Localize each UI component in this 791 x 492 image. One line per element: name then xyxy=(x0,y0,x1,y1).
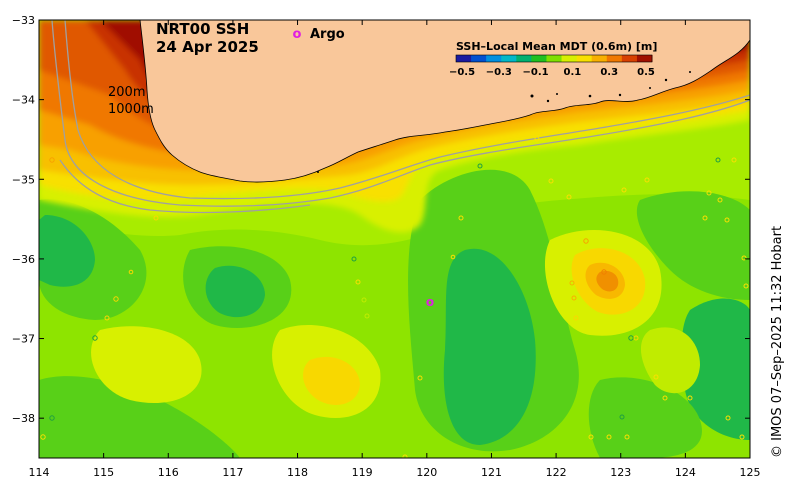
colorbar-title: SSH–Local Mean MDT (0.6m) [m] xyxy=(456,40,657,53)
colorbar-ticks: −0.5 −0.3 −0.1 0.1 0.3 0.5 xyxy=(449,67,655,78)
map-plot-area: o 200m 1000m NRT00 SSH 24 Apr 2025 o Arg… xyxy=(39,20,750,458)
lon-tick-label: 124 xyxy=(675,466,696,479)
argo-legend-icon: o xyxy=(293,27,302,42)
lat-tick-label: −36 xyxy=(12,253,35,266)
lat-tick-label: −38 xyxy=(12,412,35,425)
lon-tick-label: 117 xyxy=(222,466,243,479)
colorbar-swatch xyxy=(546,55,563,62)
argo-legend-label: Argo xyxy=(310,27,345,42)
colorbar-swatch xyxy=(501,55,517,62)
colorbar-swatch xyxy=(516,55,532,62)
lat-tick-label: −35 xyxy=(12,173,35,186)
colorbar-tick-label: −0.5 xyxy=(449,67,475,78)
argo-legend: o Argo xyxy=(293,27,345,42)
colorbar-tick-label: −0.3 xyxy=(486,67,512,78)
longitude-axis: 114 115 116 117 118 119 120 121 122 123 124 125 xyxy=(29,20,761,479)
colorbar-tick-label: 0.1 xyxy=(564,67,582,78)
colorbar-frame xyxy=(455,54,653,63)
colorbar-swatch xyxy=(471,55,487,62)
colorbar-swatch xyxy=(486,55,502,62)
lon-tick-label: 116 xyxy=(158,466,179,479)
plot-frame xyxy=(38,19,751,459)
lon-tick-label: 125 xyxy=(740,466,761,479)
lon-tick-label: 119 xyxy=(352,466,373,479)
lon-tick-label: 115 xyxy=(93,466,114,479)
lat-tick-label: −34 xyxy=(12,94,35,107)
colorbar-swatch xyxy=(561,55,578,62)
colorbar-swatch xyxy=(456,55,472,62)
colorbar-legend: SSH–Local Mean MDT (0.6m) [m] −0.5 −0.3 −0… xyxy=(449,40,657,78)
colorbar-tick-label: 0.5 xyxy=(637,67,655,78)
map-title-date: 24 Apr 2025 xyxy=(156,38,259,56)
lat-tick-label: −33 xyxy=(12,14,35,27)
colorbar-swatch xyxy=(621,55,638,62)
colorbar-tick-label: −0.1 xyxy=(523,67,549,78)
lon-tick-label: 122 xyxy=(546,466,567,479)
lon-tick-label: 118 xyxy=(287,466,308,479)
colorbar-swatch xyxy=(636,55,653,62)
lon-tick-label: 121 xyxy=(481,466,502,479)
latitude-axis: −33 −34 −35 −36 −37 −38 xyxy=(12,14,750,425)
ssh-contour-fills xyxy=(39,169,750,458)
colorbar-swatch xyxy=(606,55,623,62)
colorbar-swatch xyxy=(531,55,547,62)
lon-tick-label: 114 xyxy=(29,466,50,479)
colorbar-swatch xyxy=(591,55,608,62)
lat-tick-label: −37 xyxy=(12,333,35,346)
argo-float-marker[interactable]: o xyxy=(426,295,434,309)
isobath-label-200m: 200m xyxy=(108,85,145,100)
map-title-product: NRT00 SSH xyxy=(156,20,249,38)
colorbar-swatch xyxy=(576,55,593,62)
isobath-lines xyxy=(51,20,750,214)
coastline-detail xyxy=(317,71,691,173)
lon-tick-label: 120 xyxy=(416,466,437,479)
observation-markers xyxy=(40,136,749,458)
colorbar-tick-label: 0.3 xyxy=(600,67,618,78)
isobath-label-1000m: 1000m xyxy=(108,102,154,117)
lon-tick-label: 123 xyxy=(610,466,631,479)
imos-credit: © IMOS 07–Sep–2025 11:32 Hobart xyxy=(770,226,785,458)
colorbar-swatches xyxy=(455,54,653,63)
